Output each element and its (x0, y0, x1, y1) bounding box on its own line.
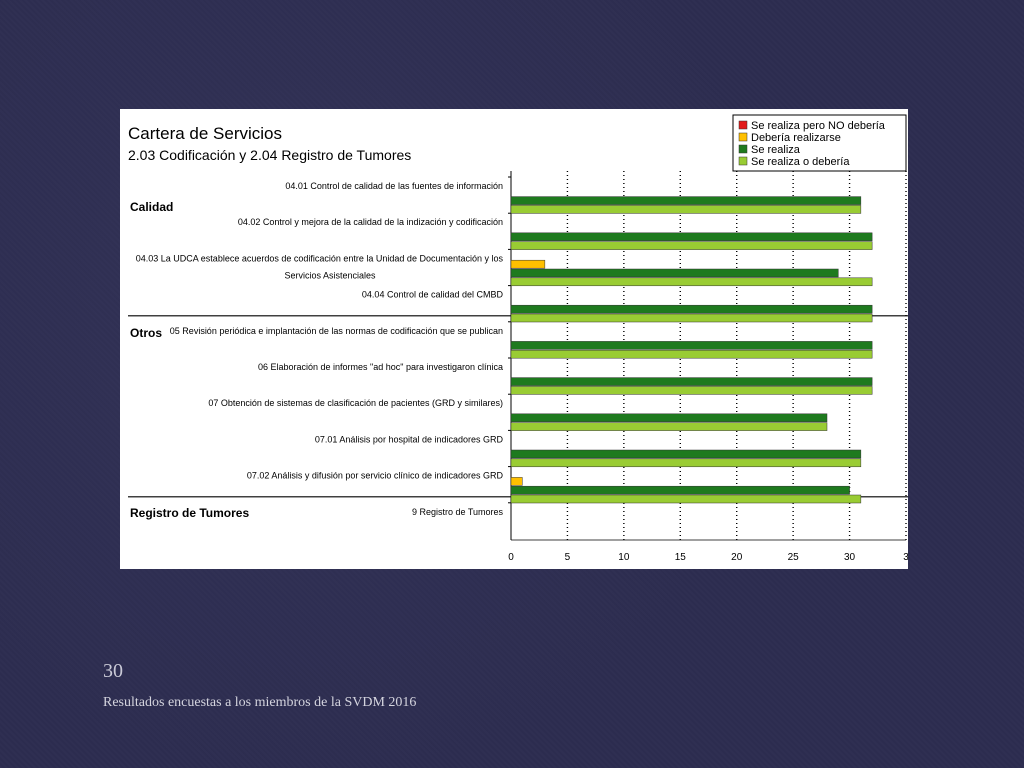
bar-4 (510, 386, 873, 395)
bar-4 (510, 277, 873, 287)
category-label: 04.02 Control y mejora de la calidad de … (238, 217, 503, 227)
x-tick-label: 3 (903, 552, 908, 563)
legend-label: Se realiza pero NO debería (751, 120, 886, 132)
category-label: 06 Elaboración de informes "ad hoc" para… (258, 362, 503, 372)
bar-3 (510, 377, 873, 386)
legend-swatch (738, 120, 748, 130)
bar-3 (510, 341, 873, 350)
slide-footer: Resultados encuestas a los miembros de l… (103, 695, 417, 710)
slide-number: 30 (103, 660, 123, 682)
bar-4 (510, 422, 828, 431)
bar-3 (510, 196, 862, 205)
x-tick-label: 5 (565, 552, 571, 563)
bar-4 (510, 241, 873, 250)
category-label: 07.02 Análisis y difusión por servicio c… (247, 471, 504, 481)
bar-4 (510, 313, 873, 323)
category-label: 04.03 La UDCA establece acuerdos de codi… (136, 253, 504, 263)
bar-2 (510, 477, 523, 486)
category-label: 07 Obtención de sistemas de clasificació… (208, 398, 503, 408)
group-label: Calidad (130, 200, 173, 214)
bar-4 (510, 205, 862, 214)
x-tick-label: 20 (731, 552, 743, 563)
legend-swatch (738, 144, 748, 154)
category-label: 05 Revisión periódica e implantación de … (170, 326, 503, 336)
bar-4 (510, 494, 862, 504)
x-tick-label: 25 (788, 552, 800, 563)
category-label: 9 Registro de Tumores (412, 507, 504, 517)
bar-3 (510, 449, 862, 459)
bar-chart: Cartera de Servicios 2.03 Codificación y… (128, 114, 908, 563)
x-tick-label: 0 (508, 552, 514, 563)
legend-box (732, 114, 907, 172)
plot-area: 0 5 10 15 20 25 30 3 Calidad Otros Registro de Tum… (128, 171, 908, 563)
bar-4 (510, 458, 862, 468)
x-tick-label: 30 (844, 552, 856, 563)
group-label: Otros (130, 326, 162, 340)
x-tick-label: 10 (618, 552, 630, 563)
legend-label: Se realiza o debería (751, 156, 850, 168)
legend-swatch (738, 156, 748, 166)
category-label: 04.04 Control de calidad del CMBD (362, 290, 504, 300)
bar-3 (510, 232, 873, 242)
category-label: 04.01 Control de calidad de las fuentes … (285, 181, 503, 191)
legend-swatch (738, 132, 748, 142)
chart-panel: Cartera de Servicios 2.03 Codificación y… (120, 109, 908, 569)
bar-3 (510, 268, 839, 278)
bar-2 (510, 259, 546, 269)
bar-4 (510, 349, 873, 359)
group-label: Registro de Tumores (130, 506, 249, 520)
bar-3 (510, 304, 873, 314)
legend-label: Debería realizarse (751, 132, 841, 144)
bar-3 (510, 413, 828, 423)
chart-title: Cartera de Servicios (128, 124, 282, 143)
chart-subtitle: 2.03 Codificación y 2.04 Registro de Tum… (128, 147, 411, 163)
x-tick-label: 15 (675, 552, 687, 563)
legend-label: Se realiza (751, 144, 801, 156)
category-label: 07.01 Análisis por hospital de indicador… (315, 434, 504, 444)
category-label: Servicios Asistenciales (284, 270, 376, 280)
bar-3 (510, 485, 850, 495)
